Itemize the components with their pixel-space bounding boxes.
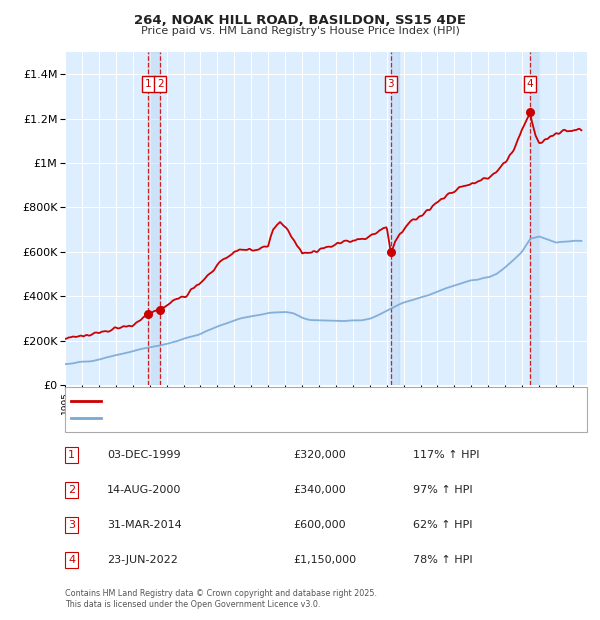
Text: 03-DEC-1999: 03-DEC-1999 [107, 450, 181, 460]
Text: 264, NOAK HILL ROAD, BASILDON, SS15 4DE: 264, NOAK HILL ROAD, BASILDON, SS15 4DE [134, 14, 466, 27]
Text: 4: 4 [68, 555, 75, 565]
Text: £320,000: £320,000 [293, 450, 346, 460]
Text: 1: 1 [68, 450, 75, 460]
Text: £600,000: £600,000 [293, 520, 346, 530]
Text: 1: 1 [145, 79, 152, 89]
Text: HPI: Average price, detached house, Basildon: HPI: Average price, detached house, Basi… [107, 412, 329, 423]
Text: 3: 3 [68, 520, 75, 530]
Text: £340,000: £340,000 [293, 485, 346, 495]
Text: 4: 4 [527, 79, 533, 89]
Text: 14-AUG-2000: 14-AUG-2000 [107, 485, 181, 495]
Text: 62% ↑ HPI: 62% ↑ HPI [413, 520, 473, 530]
Text: 97% ↑ HPI: 97% ↑ HPI [413, 485, 473, 495]
Text: 2: 2 [157, 79, 163, 89]
Text: 3: 3 [388, 79, 394, 89]
Text: 78% ↑ HPI: 78% ↑ HPI [413, 555, 473, 565]
Bar [391, 52, 398, 385]
Text: 117% ↑ HPI: 117% ↑ HPI [413, 450, 479, 460]
Text: Price paid vs. HM Land Registry's House Price Index (HPI): Price paid vs. HM Land Registry's House … [140, 26, 460, 36]
Bar [148, 52, 160, 385]
Bar [530, 52, 539, 385]
Text: 23-JUN-2022: 23-JUN-2022 [107, 555, 178, 565]
Text: 264, NOAK HILL ROAD, BASILDON, SS15 4DE (detached house): 264, NOAK HILL ROAD, BASILDON, SS15 4DE … [107, 396, 415, 406]
Text: Contains HM Land Registry data © Crown copyright and database right 2025.
This d: Contains HM Land Registry data © Crown c… [65, 590, 377, 609]
Text: £1,150,000: £1,150,000 [293, 555, 356, 565]
Text: 31-MAR-2014: 31-MAR-2014 [107, 520, 182, 530]
Text: 2: 2 [68, 485, 75, 495]
